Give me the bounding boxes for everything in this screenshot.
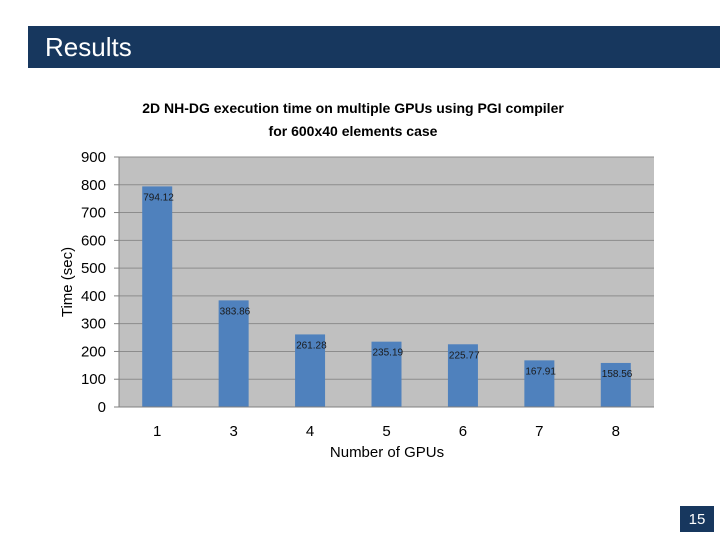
y-tick-label: 600: [81, 232, 106, 249]
x-axis-label: Number of GPUs: [330, 444, 444, 461]
y-tick-label: 400: [81, 288, 106, 305]
data-labels: 794.12 383.86 261.28 235.19 225.77 167.91 158.…: [143, 192, 633, 380]
x-tick-label: 7: [535, 423, 543, 440]
slide-title: Results: [45, 32, 132, 62]
x-axis-ticks: 1 3 4 5 6 7 8: [153, 423, 620, 440]
y-tick-label: 200: [81, 343, 106, 360]
x-tick-label: 3: [229, 423, 237, 440]
data-label: 261.28: [296, 340, 327, 351]
data-label: 794.12: [143, 192, 174, 203]
y-tick-label: 0: [98, 399, 106, 416]
x-tick-label: 5: [382, 423, 390, 440]
bar: [447, 344, 478, 407]
bar: [218, 300, 249, 407]
bar: [295, 334, 326, 407]
y-tick-label: 700: [81, 205, 106, 222]
bars: [142, 186, 631, 407]
data-label: 235.19: [373, 348, 404, 359]
bar: [142, 186, 173, 407]
y-axis-label: Time (sec): [59, 247, 76, 317]
bar: [371, 341, 402, 407]
y-tick-label: 800: [81, 177, 106, 194]
data-label: 225.77: [449, 350, 480, 361]
bar: [524, 360, 555, 407]
y-tick-label: 300: [81, 316, 106, 333]
y-tick-label: 500: [81, 260, 106, 277]
x-tick-label: 1: [153, 423, 161, 440]
y-axis-ticks: 0 100 200 300 400 500 600 700 800 900: [81, 149, 119, 416]
x-tick-label: 6: [459, 423, 467, 440]
bar: [600, 362, 631, 407]
x-tick-label: 8: [612, 423, 620, 440]
gridlines: [119, 156, 654, 408]
data-label: 383.86: [220, 306, 251, 317]
chart-title: 2D NH-DG execution time on multiple GPUs…: [142, 100, 564, 116]
page-number-badge: 15: [680, 506, 714, 532]
slide-title-bar: Results: [28, 26, 720, 68]
data-label: 158.56: [602, 369, 633, 380]
y-tick-label: 100: [81, 371, 106, 388]
y-tick-label: 900: [81, 149, 106, 166]
x-tick-label: 4: [306, 423, 314, 440]
chart-subtitle: for 600x40 elements case: [269, 123, 438, 139]
data-label: 167.91: [525, 366, 556, 377]
